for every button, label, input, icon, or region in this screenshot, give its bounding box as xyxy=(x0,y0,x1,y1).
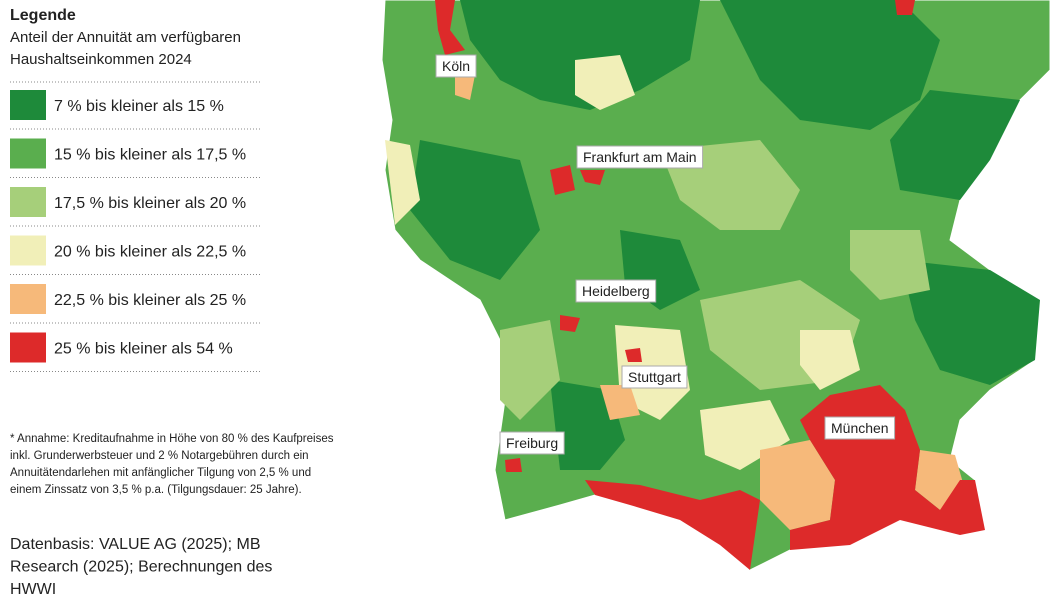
city-name: Freiburg xyxy=(506,435,558,451)
footnote: einem Zinssatz von 3,5 % p.a. (Tilgungsd… xyxy=(10,484,302,496)
legend-swatch xyxy=(10,284,46,314)
region xyxy=(895,0,915,15)
legend-subtitle: Haushaltseinkommen 2024 xyxy=(10,51,192,68)
legend-title: Legende xyxy=(10,7,76,24)
region xyxy=(505,458,522,472)
city-label: München xyxy=(824,416,896,440)
region xyxy=(600,385,640,420)
notes: * Annahme: Kreditaufnahme in Höhe von 80… xyxy=(10,433,334,598)
city-name: Heidelberg xyxy=(582,283,650,299)
city-box xyxy=(576,145,704,169)
region xyxy=(585,480,760,570)
region xyxy=(385,140,420,225)
city-label: Heidelberg xyxy=(575,279,657,303)
source: Datenbasis: VALUE AG (2025); MB xyxy=(10,536,260,553)
city-name: München xyxy=(831,420,889,436)
city-labels: Köln Frankfurt am Main Heidelberg Stuttgart… xyxy=(435,54,896,455)
region xyxy=(580,170,605,185)
legend-swatch xyxy=(10,90,46,120)
region xyxy=(890,90,1020,200)
legend-label: 15 % bis kleiner als 17,5 % xyxy=(54,147,246,164)
region xyxy=(760,440,835,530)
region xyxy=(500,320,560,420)
city-box xyxy=(824,416,896,440)
source: HWWI xyxy=(10,581,56,598)
footnote: Annuitätendarlehen mit anfänglicher Tilg… xyxy=(10,467,311,479)
region xyxy=(460,0,700,110)
region xyxy=(800,330,860,390)
region xyxy=(435,0,465,55)
region xyxy=(850,230,930,300)
legend-label: 25 % bis kleiner als 54 % xyxy=(54,341,233,358)
legend-subtitle: Anteil der Annuität am verfügbaren xyxy=(10,29,241,46)
region xyxy=(560,315,580,332)
legend-swatch xyxy=(10,138,46,169)
city-name: Frankfurt am Main xyxy=(583,149,697,165)
region xyxy=(625,348,642,362)
city-box xyxy=(435,54,477,78)
footnote: inkl. Grunderwerbsteuer und 2 % Notargeb… xyxy=(10,450,309,462)
city-name: Stuttgart xyxy=(628,369,681,385)
legend-swatch xyxy=(10,235,46,266)
region xyxy=(575,55,635,110)
region xyxy=(900,260,1040,385)
source: Research (2025); Berechnungen des xyxy=(10,559,272,576)
city-box xyxy=(499,431,565,455)
legend-label: 20 % bis kleiner als 22,5 % xyxy=(54,244,246,261)
legend: Legende Anteil der Annuität am verfügbar… xyxy=(10,7,262,372)
region xyxy=(550,165,575,195)
region xyxy=(410,140,540,280)
city-label: Stuttgart xyxy=(621,365,688,389)
footnote: * Annahme: Kreditaufnahme in Höhe von 80… xyxy=(10,433,334,445)
city-label: Frankfurt am Main xyxy=(576,145,704,169)
city-box xyxy=(575,279,657,303)
legend-label: 17,5 % bis kleiner als 20 % xyxy=(54,195,246,212)
map xyxy=(381,0,1050,571)
legend-swatch xyxy=(10,187,46,217)
legend-swatch xyxy=(10,332,46,363)
region xyxy=(720,0,940,130)
legend-label: 7 % bis kleiner als 15 % xyxy=(54,98,224,115)
city-box xyxy=(621,365,688,389)
legend-label: 22,5 % bis kleiner als 25 % xyxy=(54,292,246,309)
city-label: Freiburg xyxy=(499,431,565,455)
city-name: Köln xyxy=(442,58,470,74)
city-label: Köln xyxy=(435,54,477,78)
